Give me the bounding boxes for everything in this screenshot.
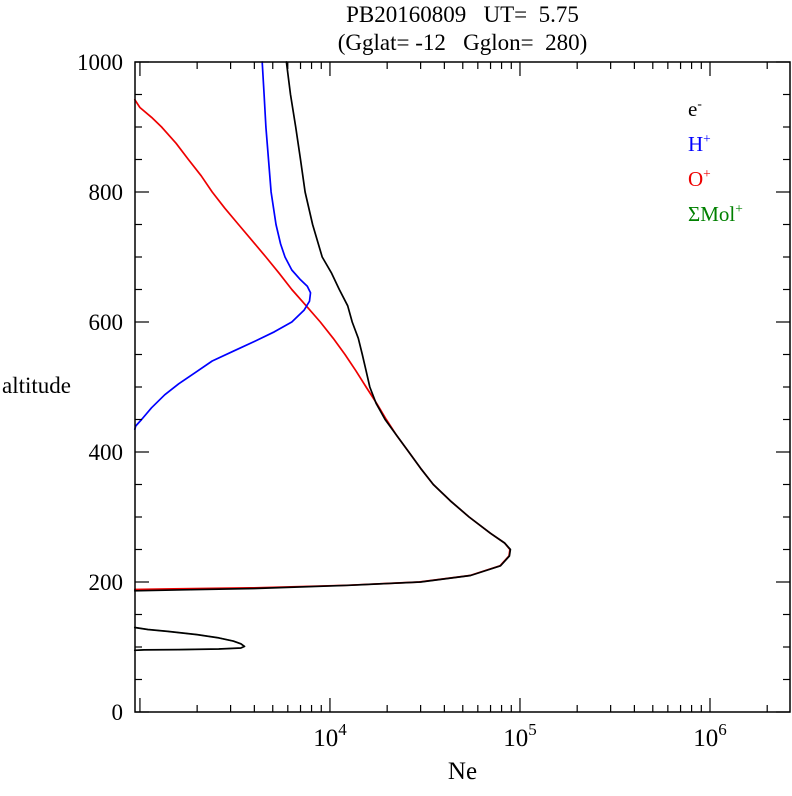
legend: e- H+ O+ ΣMol+	[688, 92, 743, 232]
legend-sup-electron: -	[697, 96, 702, 111]
y-tick-label: 0	[112, 700, 124, 725]
x-tick-label: 105	[503, 720, 537, 752]
y-tick-label: 400	[89, 440, 124, 465]
chart-subtitle: (Gglat= -12 Gglon= 280)	[337, 30, 588, 55]
y-tick-label: 600	[89, 310, 124, 335]
legend-sup-h-plus: +	[703, 131, 711, 146]
series-mol-plus	[134, 626, 246, 651]
series-o-plus	[133, 98, 511, 591]
chart-title: PB20160809 UT= 5.75	[346, 2, 579, 27]
series-h-plus	[133, 61, 312, 431]
y-tick-label: 1000	[77, 50, 123, 75]
legend-item-h-plus: H+	[688, 127, 743, 162]
x-axis-label: Ne	[447, 758, 478, 785]
legend-label-h-plus: H	[688, 132, 704, 156]
x-tick-label: 104	[313, 720, 347, 752]
legend-item-o-plus: O+	[688, 162, 743, 197]
x-tick-label: 106	[693, 720, 727, 752]
legend-sup-mol-plus: +	[735, 201, 743, 216]
legend-label-o-plus: O	[688, 167, 704, 191]
series-electron	[133, 61, 512, 592]
legend-sup-o-plus: +	[703, 166, 711, 181]
legend-item-mol-plus: ΣMol+	[688, 197, 743, 232]
y-tick-label: 800	[89, 180, 124, 205]
legend-item-electron: e-	[688, 92, 743, 127]
series-electron	[133, 626, 246, 652]
legend-label-electron: e	[688, 97, 698, 121]
legend-label-mol-plus: ΣMol	[688, 202, 736, 226]
plot-frame	[134, 61, 791, 713]
y-axis-label: altitude	[2, 373, 71, 398]
y-tick-label: 200	[89, 570, 124, 595]
